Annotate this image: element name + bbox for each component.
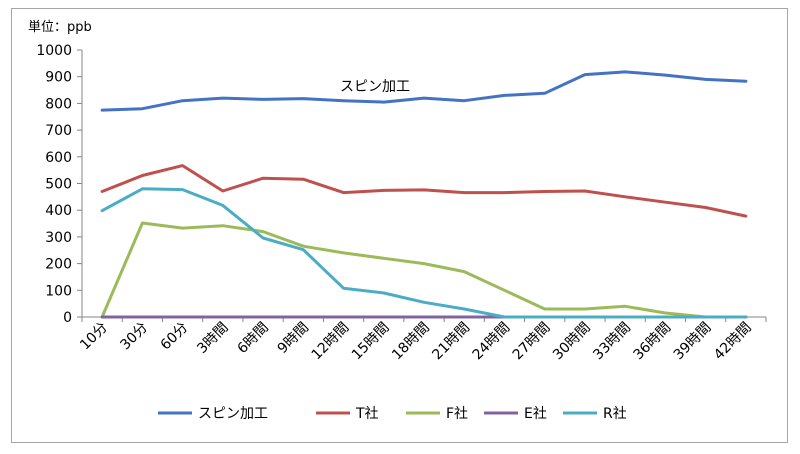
x-tick-label: 30分 — [117, 320, 151, 354]
x-tick-label: 3時間 — [194, 320, 231, 357]
y-tick-label: 700 — [45, 123, 72, 139]
x-tick-label: 39時間 — [671, 320, 715, 364]
x-tick-label: 33時間 — [590, 320, 634, 364]
y-tick-label: 200 — [45, 257, 72, 273]
x-tick-labels: 10分 30分 60分 3時間 6時間 9時間12時間15時間18時間21時間24時間27… — [77, 320, 755, 364]
unit-label: 単位：ppb — [28, 19, 92, 35]
x-tick-label: 12時間 — [309, 320, 353, 364]
series-line-0 — [100, 70, 748, 112]
legend-label-4: R社 — [603, 406, 627, 422]
x-tick-label: 6時間 — [234, 320, 271, 357]
series-lines — [100, 70, 748, 319]
y-tick-label: 100 — [45, 283, 72, 299]
x-tick-label: 36時間 — [631, 320, 675, 364]
y-tick-label: 0 — [63, 310, 72, 326]
x-tick-label: 9時間 — [275, 320, 312, 357]
x-tick-label: 42時間 — [711, 320, 755, 364]
y-tick-labels: 0 100 200 300 400 500 600 700 800 900 1000 — [36, 43, 72, 326]
x-tick-label: 15時間 — [349, 320, 393, 364]
y-tick-label: 400 — [45, 203, 72, 219]
y-tick-label: 900 — [45, 70, 72, 86]
y-tick-label: 500 — [45, 177, 72, 193]
series-line-1 — [100, 164, 748, 218]
series-line-2 — [100, 221, 748, 319]
x-tick-label: 60分 — [158, 320, 192, 354]
legend-label-0: スピン加工 — [198, 406, 268, 422]
series-annotation: スピン加工 — [340, 79, 410, 95]
y-tick-label: 600 — [45, 150, 72, 166]
x-tick-label: 18時間 — [389, 320, 433, 364]
legend-label-3: E社 — [524, 406, 547, 422]
axes — [77, 49, 767, 322]
x-tick-label: 10分 — [77, 320, 111, 354]
legend: スピン加工 T社 F社 E社 R社 — [158, 406, 627, 422]
y-tick-label: 300 — [45, 230, 72, 246]
x-tick-label: 21時間 — [429, 320, 473, 364]
series-line-4 — [100, 187, 748, 319]
x-tick-label: 30時間 — [550, 320, 594, 364]
y-tick-label: 800 — [45, 96, 72, 112]
x-tick-label: 27時間 — [510, 320, 554, 364]
y-tick-label: 1000 — [36, 43, 72, 59]
x-tick-label: 24時間 — [470, 320, 514, 364]
legend-label-2: F社 — [446, 406, 468, 422]
legend-label-1: T社 — [355, 406, 379, 422]
